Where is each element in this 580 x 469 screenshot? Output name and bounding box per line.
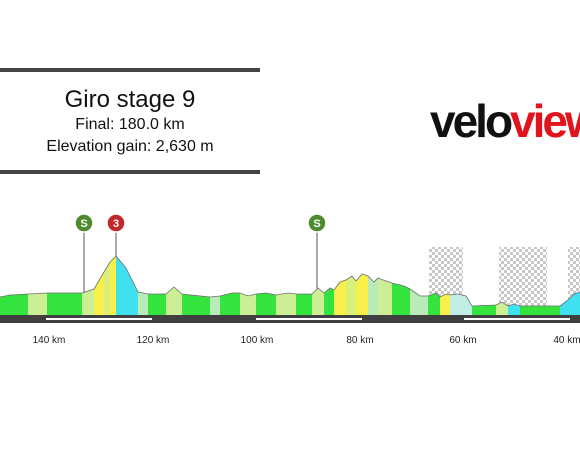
profile-segment <box>428 293 440 315</box>
profile-segment <box>116 256 138 315</box>
profile-segment <box>440 294 450 315</box>
profile-segment <box>508 304 520 315</box>
profile-segment <box>94 272 104 315</box>
veloview-logo: veloview <box>430 96 580 146</box>
profile-segment <box>472 305 496 315</box>
logo-part-velo: velo <box>430 95 513 147</box>
profile-segment <box>450 294 472 315</box>
kom-marker-1: 3 <box>106 213 126 233</box>
km-axis: 140 km 120 km 100 km 80 km 60 km 40 km <box>33 335 580 346</box>
profile-segment <box>496 302 508 315</box>
profile-segment <box>346 276 356 315</box>
km-segment <box>46 318 152 320</box>
profile-segment <box>276 293 296 315</box>
stage-title: Giro stage 9 <box>64 86 196 113</box>
profile-segment <box>240 293 256 315</box>
profile-segment <box>138 292 148 315</box>
profile-segment <box>296 294 312 315</box>
profile-segment <box>324 288 334 315</box>
km-tick-label: 100 km <box>241 335 274 346</box>
kom-marker-icon <box>106 213 126 233</box>
profile-segment <box>312 288 324 315</box>
stage-elevation-gain: Elevation gain: 2,630 m <box>46 138 214 155</box>
profile-outline <box>0 255 580 307</box>
profile-segment <box>210 296 220 315</box>
profile-segment <box>110 256 116 315</box>
stage-final-distance: Final: 180.0 km <box>75 116 185 133</box>
sprint-marker-label: S <box>80 218 87 230</box>
sprint-marker-label: S <box>313 218 320 230</box>
profile-segment <box>104 262 110 315</box>
sprint-marker-icon <box>307 213 327 233</box>
profile-segment <box>334 280 346 315</box>
profile-segment <box>28 293 47 315</box>
profile-segment <box>166 287 182 315</box>
km-segment <box>256 318 362 320</box>
stage-info-box: Giro stage 9 Final: 180.0 km Elevation g… <box>0 68 260 174</box>
profile-segment <box>47 293 82 315</box>
elevation-profile <box>0 255 580 315</box>
kom-marker-label: 3 <box>113 218 119 230</box>
profile-segment <box>560 292 580 315</box>
profile-segment <box>182 294 210 315</box>
km-tick-label: 40 km <box>553 335 580 346</box>
km-tick-label: 140 km <box>33 335 66 346</box>
profile-segment <box>148 294 166 315</box>
km-tick-label: 120 km <box>137 335 170 346</box>
km-tick-label: 80 km <box>346 335 373 346</box>
km-segment <box>464 318 570 320</box>
sprint-marker-1: S <box>74 213 94 233</box>
profile-segment <box>368 276 378 315</box>
profile-segment <box>0 294 28 315</box>
profile-segment <box>220 293 240 315</box>
sprint-marker-icon <box>74 213 94 233</box>
sprint-marker-2: S <box>307 213 327 233</box>
profile-segment <box>392 283 410 315</box>
profile-segment <box>82 289 94 315</box>
profile-segment <box>520 306 560 315</box>
urban-area-2 <box>499 247 547 315</box>
profile-segment <box>378 278 392 315</box>
profile-segment <box>256 293 276 315</box>
profile-segment <box>356 274 368 315</box>
km-tick-label: 60 km <box>449 335 476 346</box>
profile-segment <box>410 289 428 315</box>
logo-part-view: view <box>510 95 580 147</box>
